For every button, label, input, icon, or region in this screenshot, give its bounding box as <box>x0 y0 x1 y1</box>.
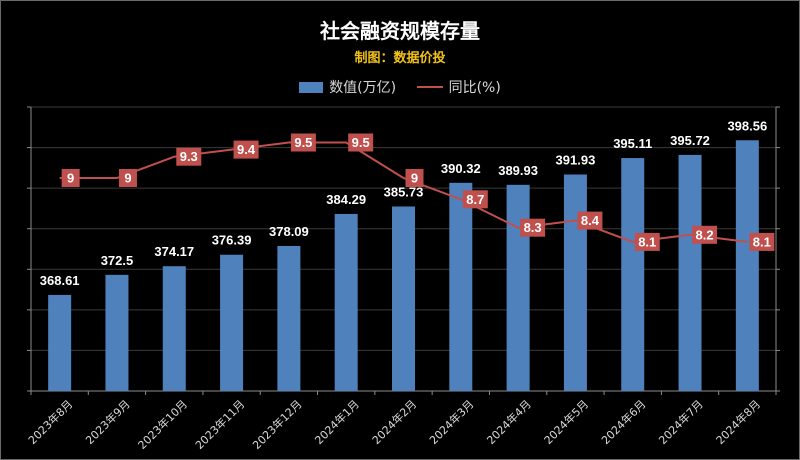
bar-value-label: 395.72 <box>670 133 710 148</box>
legend-item-line: 同比(%) <box>416 77 501 97</box>
x-tick-label: 2024年7月 <box>656 397 706 447</box>
bar-value-label: 389.93 <box>498 163 538 178</box>
yoy-line <box>59 141 748 243</box>
line-value-label: 8.3 <box>524 220 542 235</box>
bar-value-label: 385.73 <box>384 185 424 200</box>
bar <box>48 294 72 391</box>
x-tick-label: 2023年11月 <box>192 397 247 452</box>
chart-legend: 数值(万亿) 同比(%) <box>1 77 799 97</box>
line-label-box <box>634 232 660 251</box>
chart-subtitle: 制图：数据价投 <box>354 51 446 66</box>
line-value-label: 9 <box>67 171 74 186</box>
bar <box>563 174 587 391</box>
bar-value-label: 378.09 <box>269 224 309 239</box>
bar-value-label: 395.11 <box>613 136 652 151</box>
line-label-box <box>577 211 603 230</box>
bar <box>506 184 530 391</box>
line-value-label: 8.1 <box>638 234 656 249</box>
legend-item-bar: 数值(万亿) <box>299 77 396 97</box>
line-value-label: 8.1 <box>753 234 771 249</box>
x-tick-label: 2023年8月 <box>25 397 75 447</box>
line-label-box <box>290 133 316 152</box>
x-tick-label: 2024年5月 <box>541 397 591 447</box>
x-tick-label: 2023年9月 <box>83 397 133 447</box>
bar <box>392 206 415 391</box>
line-value-label: 8.7 <box>466 192 484 207</box>
line-value-label: 9.5 <box>294 135 312 150</box>
line-label-box <box>405 169 424 187</box>
x-tick-label: 2024年2月 <box>369 397 419 447</box>
line-value-label: 9.5 <box>352 135 370 150</box>
line-label-box <box>176 147 202 166</box>
bar-value-label: 398.56 <box>727 118 767 133</box>
line-value-label: 9 <box>124 171 131 186</box>
x-tick-label: 2024年1月 <box>312 397 362 447</box>
bar-value-label: 384.29 <box>326 192 366 207</box>
bar-value-label: 374.17 <box>154 244 194 259</box>
bar-value-label: 368.61 <box>40 273 80 288</box>
bar <box>277 245 301 391</box>
bar <box>621 158 645 391</box>
bar <box>220 254 244 391</box>
legend-line-swatch <box>416 86 443 88</box>
bar <box>334 213 358 391</box>
x-tick-label: 2023年10月 <box>135 397 190 452</box>
bar <box>735 140 759 391</box>
legend-bar-swatch <box>299 81 324 93</box>
chart-title: 社会融资规模存量 <box>320 19 480 43</box>
legend-bar-label: 数值(万亿) <box>329 80 397 96</box>
bar <box>162 266 186 391</box>
x-tick-label: 2023年12月 <box>250 397 305 452</box>
line-value-label: 8.2 <box>695 227 713 242</box>
bar <box>678 154 702 391</box>
line-value-label: 9.4 <box>237 142 256 157</box>
x-tick-label: 2024年8月 <box>713 397 763 447</box>
line-label-box <box>749 232 775 251</box>
line-value-label: 9.3 <box>180 149 198 164</box>
line-label-box <box>61 169 80 187</box>
line-value-label: 8.4 <box>581 213 600 228</box>
line-label-box <box>118 169 137 187</box>
bar-value-label: 391.93 <box>556 152 596 167</box>
line-label-box <box>348 133 374 152</box>
x-tick-label: 2024年4月 <box>484 397 534 447</box>
bar-value-label: 390.32 <box>441 161 481 176</box>
legend-line-label: 同比(%) <box>448 80 501 96</box>
bar-value-label: 376.39 <box>212 233 252 248</box>
line-value-label: 9 <box>411 171 418 186</box>
line-label-box <box>692 225 718 244</box>
bar-value-label: 372.5 <box>101 253 134 268</box>
x-tick-label: 2024年6月 <box>598 397 648 447</box>
x-tick-label: 2024年3月 <box>426 397 476 447</box>
line-label-box <box>520 218 546 237</box>
bar <box>449 182 473 391</box>
line-label-box <box>233 140 259 159</box>
bar <box>105 274 129 391</box>
line-label-box <box>462 190 488 209</box>
